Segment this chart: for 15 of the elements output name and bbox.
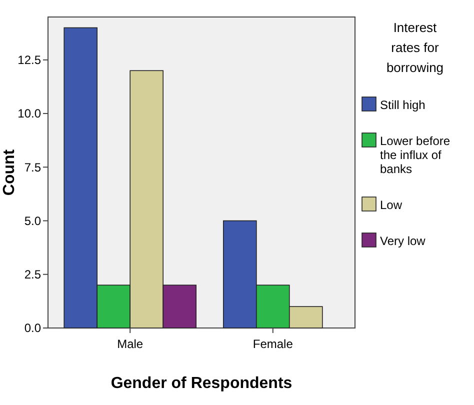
y-tick-label: 10.0 [18, 106, 42, 121]
y-axis-title: Count [1, 148, 18, 196]
y-tick-label: 12.5 [18, 53, 42, 68]
legend-label: Low [380, 198, 402, 212]
legend-label: Very low [380, 234, 426, 248]
y-tick-label: 2.5 [24, 268, 42, 282]
legend-label: Still high [380, 98, 426, 112]
y-tick-label: 0.0 [24, 321, 42, 336]
legend-label: Lower before the influx of banks [380, 134, 450, 176]
y-tick-label: 5.0 [24, 214, 42, 228]
x-axis-title: Gender of Respondents [110, 375, 292, 392]
y-tick-label: 7.5 [24, 160, 42, 174]
legend-title: Interest rates for borrowing [386, 20, 444, 75]
x-tick-label: Female [252, 337, 294, 351]
x-tick-label: Male [117, 337, 144, 351]
